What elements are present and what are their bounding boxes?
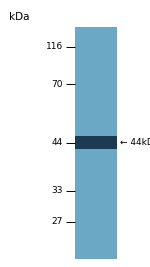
Text: 70: 70 [51,80,63,89]
Bar [75,136,117,149]
Text: ← 44kDa: ← 44kDa [120,138,150,147]
Text: 44: 44 [52,138,63,147]
Text: 33: 33 [51,186,63,195]
Bar [75,27,117,259]
Text: 27: 27 [52,217,63,226]
Text: kDa: kDa [9,12,30,22]
Text: 116: 116 [46,42,63,51]
